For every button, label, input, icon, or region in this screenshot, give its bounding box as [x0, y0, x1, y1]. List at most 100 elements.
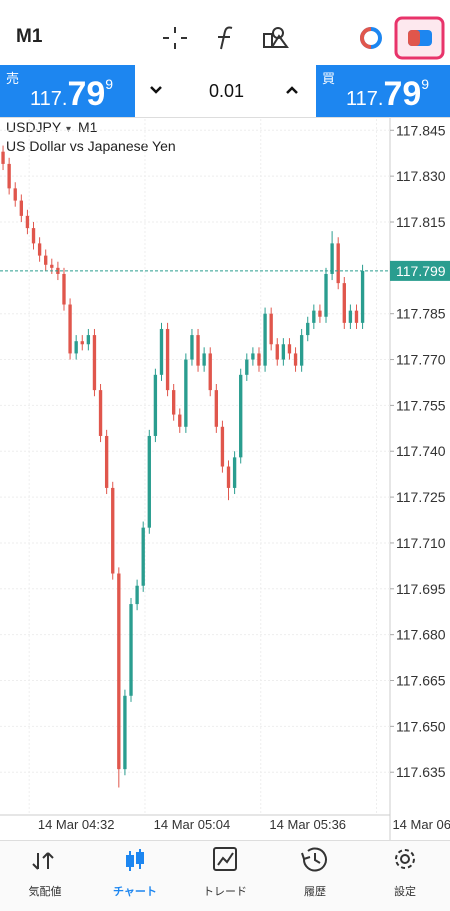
candle-body: [245, 359, 249, 375]
candle-body: [275, 344, 279, 360]
candle-body: [342, 283, 346, 323]
lot-up[interactable]: [286, 86, 298, 94]
candle-body: [293, 353, 298, 366]
lot-value[interactable]: 0.01: [208, 81, 245, 101]
lot-control: 0.01: [137, 65, 316, 117]
candle-body: [269, 313, 273, 345]
price-big: 79: [67, 75, 106, 113]
candle-body: [184, 359, 188, 427]
candle-body: [31, 228, 36, 244]
current-price-label: 117.799: [396, 263, 446, 279]
candle-body: [62, 273, 66, 305]
candle-body: [25, 215, 30, 229]
candle-body: [123, 695, 127, 770]
candle-body: [232, 457, 237, 488]
objects-icon[interactable]: [263, 27, 289, 48]
candle-body: [312, 310, 316, 323]
candle-body: [239, 374, 243, 458]
sell-label: 売: [6, 71, 20, 86]
timeframe[interactable]: M1: [16, 26, 43, 47]
crosshair-icon[interactable]: [163, 27, 187, 49]
candle-body: [7, 163, 11, 189]
y-tick-label: 117.845: [396, 122, 446, 138]
candle-body: [50, 264, 54, 268]
account-icon-half: [360, 27, 372, 49]
chart-icon: [126, 849, 144, 871]
tab[interactable]: 気配値: [28, 886, 62, 898]
candle-body: [129, 604, 133, 696]
candle-body: [153, 374, 158, 436]
candle-body: [159, 328, 164, 375]
candle-body: [19, 200, 24, 216]
candle-body: [220, 426, 225, 467]
x-tick-label: 14 Mar 05:36: [269, 817, 346, 832]
current-price-box: [390, 260, 450, 281]
symbol: USDJPY: [6, 119, 62, 135]
sell-button[interactable]: 売 117.799: [0, 65, 135, 117]
candle-body: [281, 344, 286, 360]
candle-body: [318, 310, 322, 317]
y-tick-label: 117.680: [396, 627, 446, 643]
price-lead: 117.: [346, 88, 384, 110]
candle-body: [135, 585, 139, 605]
x-tick-label: 14 Mar 04:32: [38, 817, 115, 832]
candle-body: [336, 243, 340, 284]
candle-body: [86, 335, 91, 345]
y-tick-label: 117.695: [396, 581, 446, 597]
candle-body: [171, 390, 176, 415]
trade-icon: [213, 847, 237, 871]
price-sup: 9: [421, 76, 430, 92]
history-icon: [301, 847, 327, 872]
candle-body: [117, 573, 121, 770]
indicator-icon[interactable]: [218, 26, 233, 50]
toolbar-icons: [163, 16, 445, 60]
y-tick-label: 117.770: [396, 352, 446, 368]
one-click-icon-half: [408, 30, 420, 46]
candle-body: [80, 341, 84, 345]
candle-body: [251, 353, 255, 360]
y-tick-label: 117.815: [396, 214, 446, 230]
candle-body: [74, 341, 78, 354]
candle-body: [68, 304, 72, 354]
quotes-icon: [32, 852, 54, 870]
candle-body: [208, 353, 212, 391]
tab-icons: [32, 847, 415, 872]
price-big: 79: [383, 75, 422, 113]
candle-body: [13, 188, 17, 201]
description: US Dollar vs Japanese Yen: [6, 138, 176, 154]
candle-body: [287, 344, 292, 354]
tab[interactable]: トレード: [203, 886, 247, 898]
price-sup: 9: [105, 76, 114, 92]
candle-body: [263, 313, 267, 366]
x-tick-label: 14 Mar 06:: [392, 817, 450, 832]
candle-body: [202, 353, 206, 366]
y-tick-label: 117.710: [396, 535, 446, 551]
candle-body: [37, 243, 42, 256]
candle-body: [92, 335, 97, 391]
candle-body: [147, 435, 151, 528]
candle-body: [98, 390, 103, 436]
y-tick-label: 117.725: [396, 489, 446, 505]
buy-button[interactable]: 買 117.799: [316, 65, 450, 117]
sell-price: 117.799: [30, 75, 113, 114]
lot-down[interactable]: [150, 86, 162, 94]
tab[interactable]: 設定: [394, 886, 416, 898]
candle-body: [354, 310, 359, 323]
candle-body: [306, 322, 310, 336]
candle-body: [111, 487, 115, 574]
y-tick-label: 117.635: [396, 764, 446, 780]
tab-bar: 気配値 チャート トレード 履歴 設定: [0, 840, 450, 911]
trade-bar: 売 117.799 0.01 買 117.799: [0, 65, 450, 118]
chart: USDJPY ▾ M1 US Dollar vs Japanese Yen 11…: [0, 118, 450, 840]
buy-label: 買: [322, 71, 336, 86]
y-tick-label: 117.740: [396, 443, 446, 459]
candle-body: [196, 335, 200, 366]
dropdown-caret[interactable]: ▾: [66, 124, 71, 135]
tab[interactable]: 履歴: [304, 886, 326, 898]
tab[interactable]: チャート: [113, 886, 157, 898]
candle-body: [226, 466, 231, 488]
candle-body: [178, 414, 182, 427]
price-lead: 117.: [30, 88, 68, 110]
x-tick-label: 14 Mar 05:04: [154, 817, 231, 832]
